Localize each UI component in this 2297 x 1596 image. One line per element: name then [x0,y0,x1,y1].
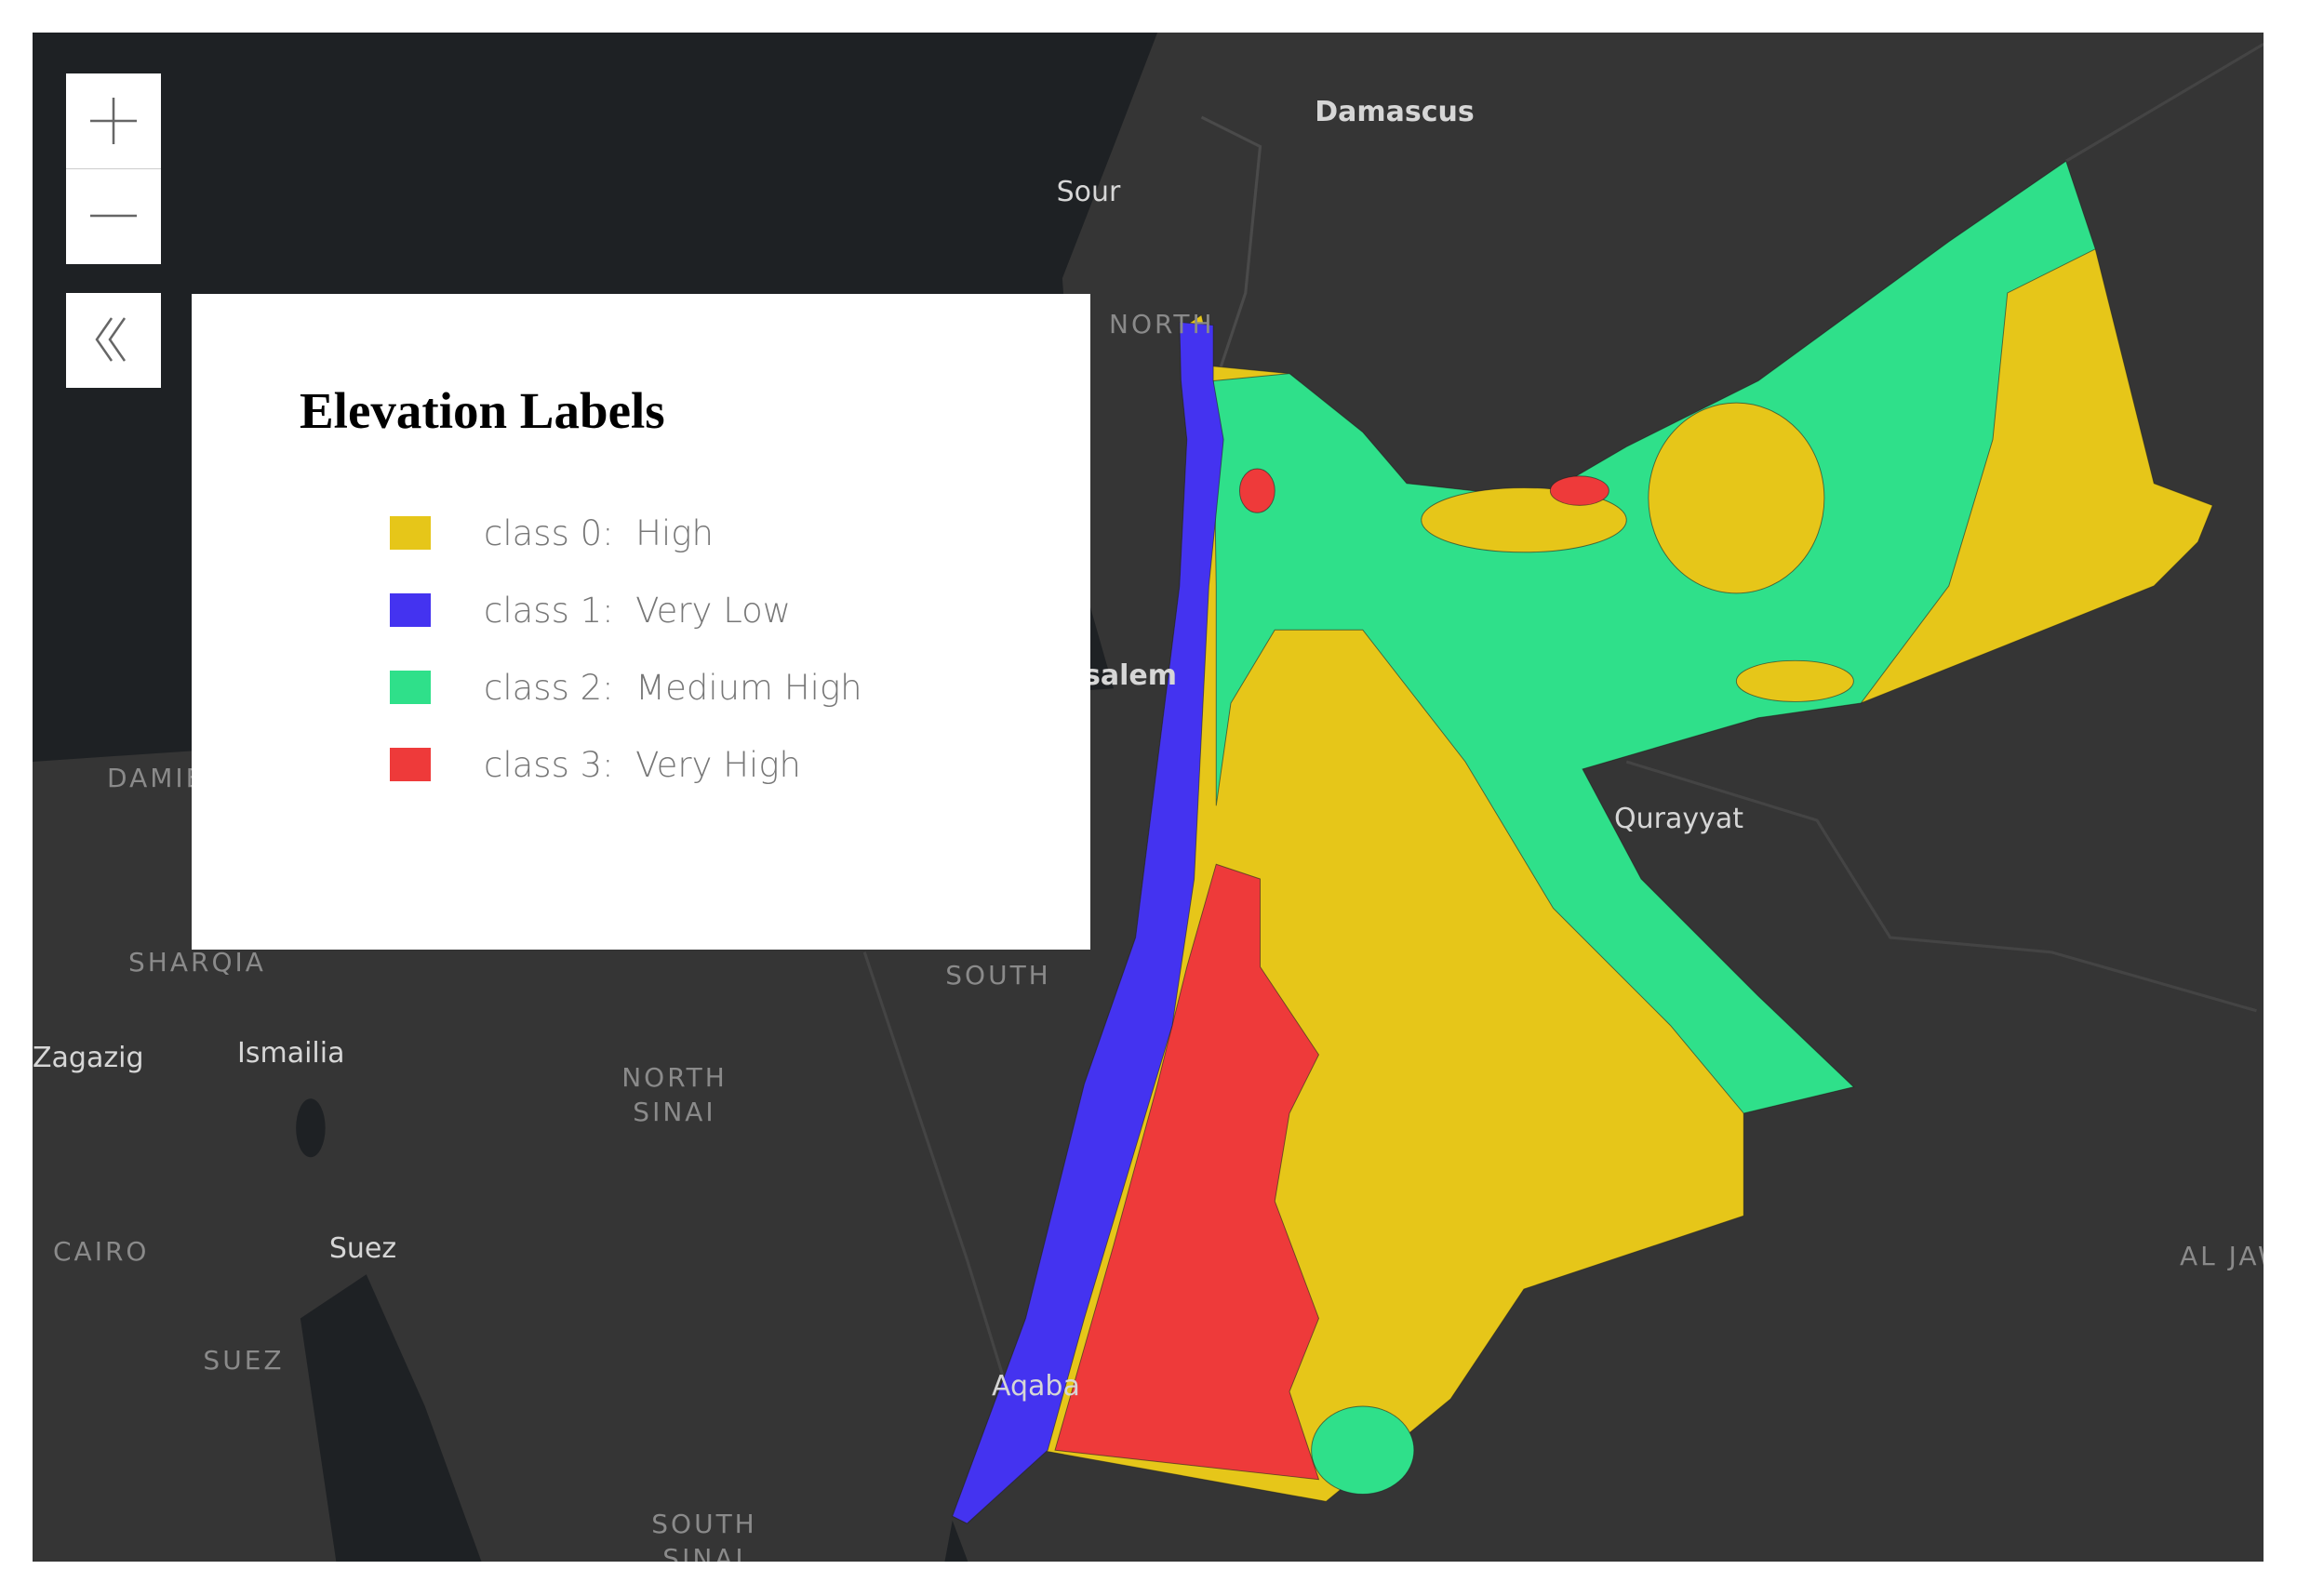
lake [296,1098,326,1158]
gulf-of-suez [300,1274,482,1562]
place-label: Qurayyat [1614,803,1743,835]
elevation-class-0 [1735,659,1854,702]
legend-swatch [390,593,431,627]
region-label: NORTH [621,1062,728,1093]
legend-background [192,294,1090,950]
map-labels: Damascus Sour NORTH Jerusalem Qurayyat D… [33,96,2297,1574]
place-label: Suez [329,1232,396,1265]
legend-toggle-button[interactable] [66,293,161,388]
elevation-class-1 [952,321,1224,1524]
region-label: SINAI [633,1097,715,1127]
elevation-class-3 [1054,863,1320,1481]
region-label: SUEZ [203,1345,284,1376]
legend-label: class 2: Medium High [484,668,862,708]
legend-swatch [390,748,431,781]
region-label: CAIRO [53,1236,149,1267]
border [1625,760,2257,1013]
region-label: NORTH [1109,309,1215,339]
elevation-class-2 [1311,1405,1415,1495]
place-label: Zagazig [33,1042,144,1074]
region-label: SOUTH [651,1509,756,1539]
collapse-icon [95,317,127,362]
place-label: Ismailia [237,1037,344,1070]
zoom-controls [66,73,161,388]
region-label: SOUTH [945,960,1050,991]
legend-swatch [390,671,431,704]
border [2064,42,2264,163]
place-label: Sour [1057,176,1121,208]
legend-label: class 1: Very Low [484,591,791,631]
legend-label: class 0: High [484,513,714,553]
elevation-class-3 [1549,475,1609,506]
legend-label: class 3: Very High [484,745,801,785]
legend-panel: Elevation Labels class 0: High class 1: V… [192,294,1090,950]
legend-title: Elevation Labels [300,382,665,439]
legend-swatch [390,516,431,550]
elevation-layer[interactable] [952,160,2213,1524]
elevation-class-0 [1648,402,1825,594]
region-label: SINAI [662,1543,745,1574]
elevation-class-3 [1238,468,1275,513]
plus-icon [90,98,137,144]
elevation-class-2 [1212,160,2096,1114]
region-label: AL JAWF [2180,1241,2297,1271]
place-label: Damascus [1315,96,1475,128]
region-label: SHARQIA [128,947,266,978]
place-label: Aqaba [992,1370,1080,1403]
